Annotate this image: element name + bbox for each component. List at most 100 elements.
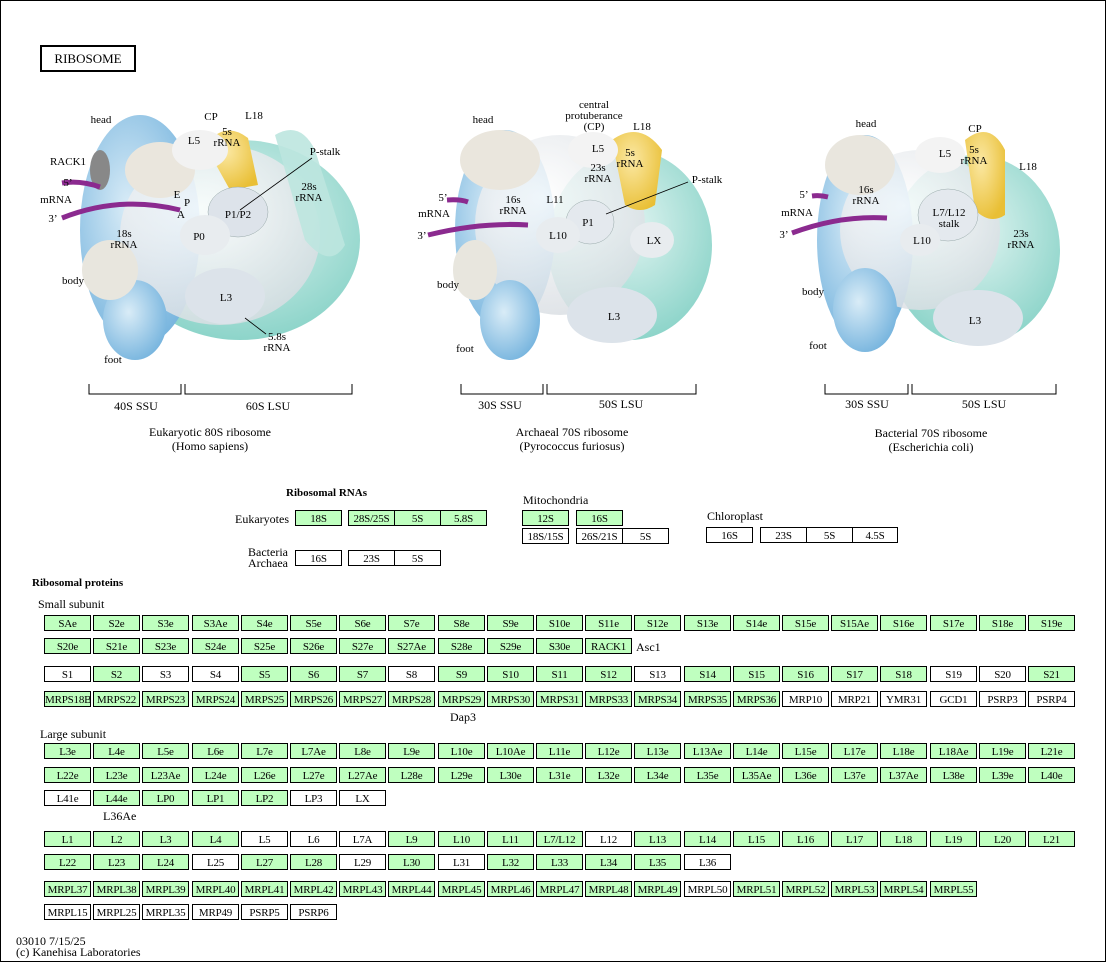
ss-row3-16[interactable]: S17 bbox=[831, 666, 878, 682]
ls-row4-20[interactable]: L21 bbox=[1028, 831, 1075, 847]
ls-row1-6[interactable]: L8e bbox=[339, 743, 386, 759]
ls-row4-1[interactable]: L2 bbox=[93, 831, 140, 847]
ss-row2-11[interactable]: RACK1 bbox=[585, 638, 632, 654]
ss-row3-17[interactable]: S18 bbox=[880, 666, 927, 682]
rrna-euk-1[interactable]: 28S/25S bbox=[348, 510, 395, 526]
ls-row5-6[interactable]: L29 bbox=[339, 854, 386, 870]
ls-row1-15[interactable]: L15e bbox=[782, 743, 829, 759]
ss-row4-12[interactable]: MRPS34 bbox=[634, 691, 681, 707]
ls-row4-13[interactable]: L14 bbox=[684, 831, 731, 847]
ls-row4-4[interactable]: L5 bbox=[241, 831, 288, 847]
ss-row1-0[interactable]: SAe bbox=[44, 615, 91, 631]
ss-row3-3[interactable]: S4 bbox=[192, 666, 239, 682]
ls-row2-2[interactable]: L23Ae bbox=[142, 767, 189, 783]
ls-row6-7[interactable]: MRPL44 bbox=[388, 881, 435, 897]
ls-row6-6[interactable]: MRPL43 bbox=[339, 881, 386, 897]
ss-row2-2[interactable]: S23e bbox=[142, 638, 189, 654]
ls-row4-14[interactable]: L15 bbox=[733, 831, 780, 847]
ss-row4-7[interactable]: MRPS28 bbox=[388, 691, 435, 707]
ls-row1-11[interactable]: L12e bbox=[585, 743, 632, 759]
ls-row1-14[interactable]: L14e bbox=[733, 743, 780, 759]
ls-row1-1[interactable]: L4e bbox=[93, 743, 140, 759]
ss-row1-4[interactable]: S4e bbox=[241, 615, 288, 631]
ls-row2-16[interactable]: L37e bbox=[831, 767, 878, 783]
ls-row4-3[interactable]: L4 bbox=[192, 831, 239, 847]
ls-row1-12[interactable]: L13e bbox=[634, 743, 681, 759]
ss-row4-9[interactable]: MRPS30 bbox=[487, 691, 534, 707]
ss-row1-2[interactable]: S3e bbox=[142, 615, 189, 631]
ls-row5-12[interactable]: L35 bbox=[634, 854, 681, 870]
ss-row4-2[interactable]: MRPS23 bbox=[142, 691, 189, 707]
ls-row1-9[interactable]: L10Ae bbox=[487, 743, 534, 759]
ls-row5-4[interactable]: L27 bbox=[241, 854, 288, 870]
ss-row1-13[interactable]: S13e bbox=[684, 615, 731, 631]
ls-row6-17[interactable]: MRPL54 bbox=[880, 881, 927, 897]
ls-row4-0[interactable]: L1 bbox=[44, 831, 91, 847]
ls-row5-2[interactable]: L24 bbox=[142, 854, 189, 870]
ls-row1-16[interactable]: L17e bbox=[831, 743, 878, 759]
ss-row4-16[interactable]: MRP21 bbox=[831, 691, 878, 707]
ss-row1-9[interactable]: S9e bbox=[487, 615, 534, 631]
ls-row7-1[interactable]: MRPL25 bbox=[93, 904, 140, 920]
rrna-mito-bot-1[interactable]: 26S/21S bbox=[576, 528, 623, 544]
ls-row5-7[interactable]: L30 bbox=[388, 854, 435, 870]
rrna-chloro-3[interactable]: 4.5S bbox=[852, 527, 898, 543]
rrna-bac-2[interactable]: 5S bbox=[394, 550, 441, 566]
ls-row6-0[interactable]: MRPL37 bbox=[44, 881, 91, 897]
ls-row4-9[interactable]: L11 bbox=[487, 831, 534, 847]
rrna-euk-0[interactable]: 18S bbox=[295, 510, 342, 526]
ss-row1-10[interactable]: S10e bbox=[536, 615, 583, 631]
ss-row3-10[interactable]: S11 bbox=[536, 666, 583, 682]
ss-row1-5[interactable]: S5e bbox=[290, 615, 337, 631]
ls-row2-19[interactable]: L39e bbox=[979, 767, 1026, 783]
ls-row3-2[interactable]: LP0 bbox=[142, 790, 189, 806]
ss-row3-0[interactable]: S1 bbox=[44, 666, 91, 682]
ls-row2-20[interactable]: L40e bbox=[1028, 767, 1075, 783]
ss-row3-7[interactable]: S8 bbox=[388, 666, 435, 682]
ls-row6-18[interactable]: MRPL55 bbox=[930, 881, 977, 897]
ss-row3-19[interactable]: S20 bbox=[979, 666, 1026, 682]
ls-row6-5[interactable]: MRPL42 bbox=[290, 881, 337, 897]
ls-row4-19[interactable]: L20 bbox=[979, 831, 1026, 847]
ls-row2-9[interactable]: L30e bbox=[487, 767, 534, 783]
ss-row1-1[interactable]: S2e bbox=[93, 615, 140, 631]
rrna-bac-1[interactable]: 23S bbox=[348, 550, 395, 566]
ss-row3-4[interactable]: S5 bbox=[241, 666, 288, 682]
ls-row2-1[interactable]: L23e bbox=[93, 767, 140, 783]
ls-row4-16[interactable]: L17 bbox=[831, 831, 878, 847]
rrna-bac-0[interactable]: 16S bbox=[295, 550, 342, 566]
ss-row2-9[interactable]: S29e bbox=[487, 638, 534, 654]
ss-row2-7[interactable]: S27Ae bbox=[388, 638, 435, 654]
ls-row7-0[interactable]: MRPL15 bbox=[44, 904, 91, 920]
ls-row4-2[interactable]: L3 bbox=[142, 831, 189, 847]
ls-row1-5[interactable]: L7Ae bbox=[290, 743, 337, 759]
ls-row3-6[interactable]: LX bbox=[339, 790, 386, 806]
ss-row4-0[interactable]: MRPS18B bbox=[44, 691, 91, 707]
ls-row2-17[interactable]: L37Ae bbox=[880, 767, 927, 783]
rrna-chloro-2[interactable]: 5S bbox=[806, 527, 853, 543]
ls-row4-12[interactable]: L13 bbox=[634, 831, 681, 847]
ls-row3-0[interactable]: L41e bbox=[44, 790, 91, 806]
ls-row1-7[interactable]: L9e bbox=[388, 743, 435, 759]
ls-row2-0[interactable]: L22e bbox=[44, 767, 91, 783]
ss-row1-19[interactable]: S18e bbox=[979, 615, 1026, 631]
rrna-mito-top-0[interactable]: 12S bbox=[522, 510, 569, 526]
ss-row4-1[interactable]: MRPS22 bbox=[93, 691, 140, 707]
ls-row6-12[interactable]: MRPL49 bbox=[634, 881, 681, 897]
ss-row3-2[interactable]: S3 bbox=[142, 666, 189, 682]
ss-row3-6[interactable]: S7 bbox=[339, 666, 386, 682]
ss-row3-1[interactable]: S2 bbox=[93, 666, 140, 682]
ls-row6-4[interactable]: MRPL41 bbox=[241, 881, 288, 897]
ss-row3-18[interactable]: S19 bbox=[930, 666, 977, 682]
ls-row6-14[interactable]: MRPL51 bbox=[733, 881, 780, 897]
ls-row7-3[interactable]: MRP49 bbox=[192, 904, 239, 920]
ss-row4-13[interactable]: MRPS35 bbox=[684, 691, 731, 707]
ss-row1-3[interactable]: S3Ae bbox=[192, 615, 239, 631]
ls-row6-15[interactable]: MRPL52 bbox=[782, 881, 829, 897]
ls-row5-13[interactable]: L36 bbox=[684, 854, 731, 870]
ss-row4-19[interactable]: PSRP3 bbox=[979, 691, 1026, 707]
ss-row2-4[interactable]: S25e bbox=[241, 638, 288, 654]
ls-row2-12[interactable]: L34e bbox=[634, 767, 681, 783]
ls-row7-4[interactable]: PSRP5 bbox=[241, 904, 288, 920]
ss-row4-3[interactable]: MRPS24 bbox=[192, 691, 239, 707]
